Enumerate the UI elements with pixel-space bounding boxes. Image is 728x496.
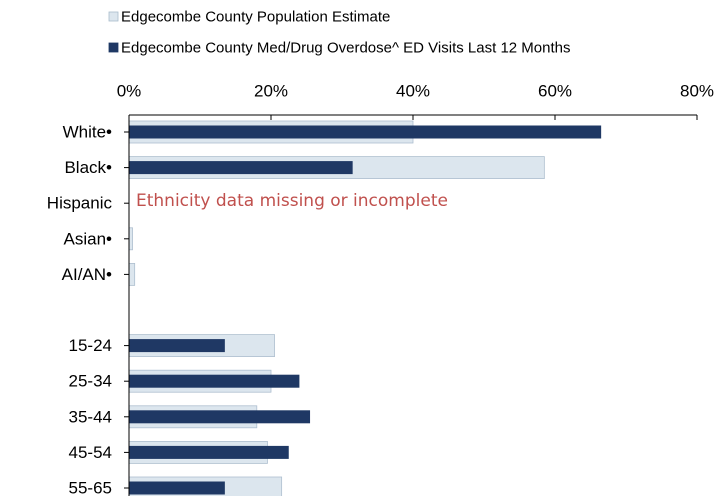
category-label: 15-24	[69, 336, 112, 355]
annotation-ethnicity-missing: Ethnicity data missing or incomplete	[136, 191, 448, 211]
annotations: Ethnicity data missing or incomplete	[136, 191, 448, 211]
category-label: Hispanic	[47, 194, 113, 213]
legend-swatch-1	[108, 11, 119, 22]
legend-label-2: Edgecombe County Med/Drug Overdose^ ED V…	[121, 40, 570, 57]
category-label: White•	[63, 123, 112, 142]
x-tick-label: 40%	[396, 82, 430, 101]
category-label: 45-54	[69, 443, 112, 462]
bar-overdose-visits	[129, 161, 353, 175]
bar-overdose-visits	[129, 374, 300, 388]
x-tick-label: 0%	[117, 82, 142, 101]
y-axis: White• Black• Hispanic Asian• AI/AN• 15-24 25-…	[47, 115, 130, 496]
legend-label-1: Edgecombe County Population Estimate	[121, 9, 390, 26]
bar-overdose-visits	[129, 125, 602, 139]
bar-overdose-visits	[129, 339, 225, 353]
bar-population	[128, 262, 136, 286]
category-label: AI/AN•	[62, 265, 112, 284]
x-tick-label: 20%	[254, 82, 288, 101]
category-label: 25-34	[69, 372, 112, 391]
category-label: Black•	[64, 158, 112, 177]
x-tick-label: 60%	[538, 82, 572, 101]
bar-population	[128, 227, 133, 251]
bars	[128, 120, 602, 496]
bar-overdose-visits	[129, 481, 225, 495]
legend-swatch-2	[108, 42, 119, 53]
bar-overdose-visits	[129, 445, 289, 459]
x-axis: 0% 20% 40% 60% 80%	[117, 82, 714, 120]
category-label: 35-44	[69, 407, 112, 426]
legend: Edgecombe County Population Estimate Edge…	[108, 9, 570, 57]
category-label: Asian•	[64, 229, 113, 248]
bar-overdose-visits	[129, 410, 311, 424]
category-label: 55-65	[69, 479, 112, 496]
x-tick-label: 80%	[680, 82, 714, 101]
